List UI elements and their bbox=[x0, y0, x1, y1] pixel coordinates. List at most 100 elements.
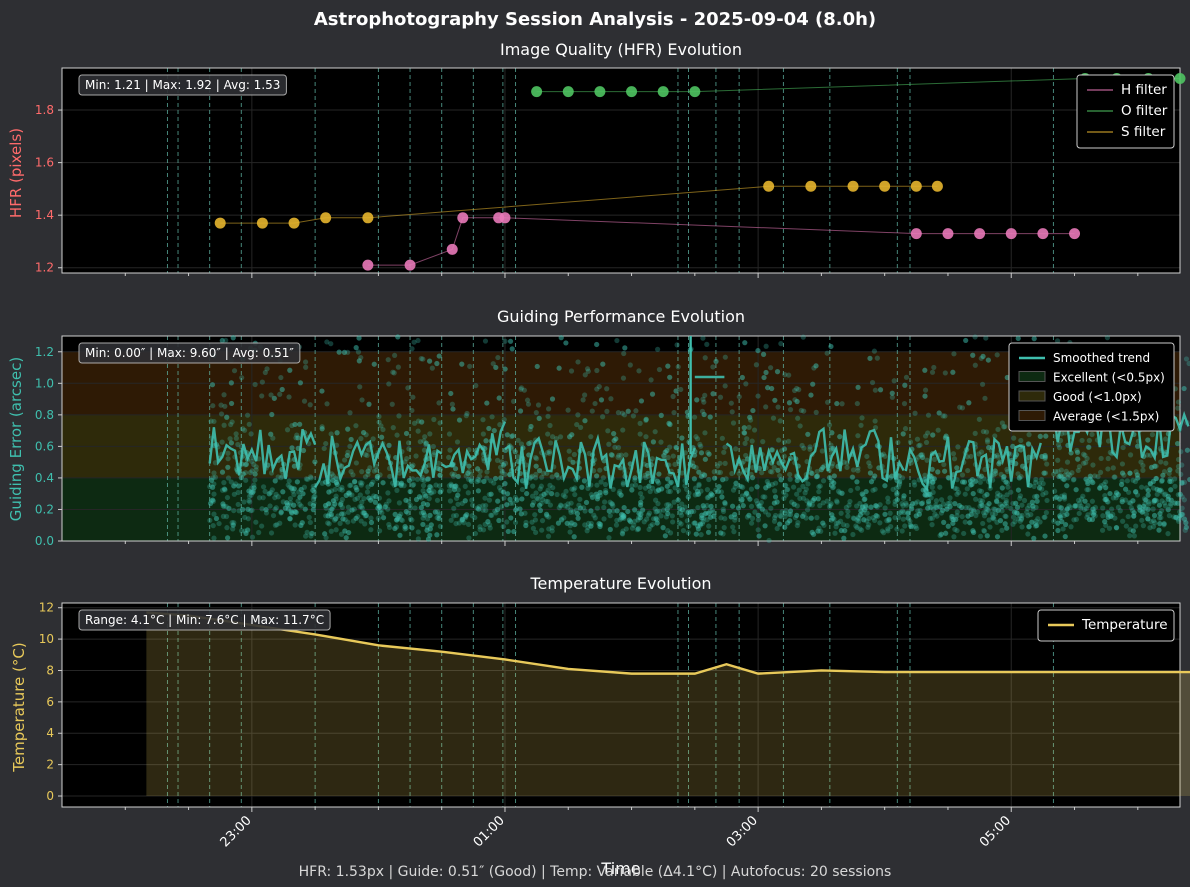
guiding-point bbox=[618, 511, 625, 518]
guiding-point bbox=[975, 509, 981, 515]
guiding-point bbox=[346, 490, 352, 496]
guiding-point bbox=[450, 406, 456, 412]
guiding-point bbox=[505, 528, 511, 535]
guiding-point bbox=[1178, 471, 1184, 477]
guiding-point bbox=[236, 508, 242, 514]
guiding-point bbox=[1115, 504, 1121, 510]
guiding-point bbox=[897, 481, 903, 487]
guiding-point bbox=[485, 519, 491, 525]
guiding-point bbox=[647, 523, 654, 529]
guiding-point bbox=[769, 385, 775, 392]
guiding-point bbox=[931, 476, 937, 482]
guiding-point bbox=[760, 351, 767, 357]
guiding-point bbox=[546, 406, 552, 412]
guiding-point bbox=[999, 508, 1005, 514]
guiding-point bbox=[670, 519, 676, 525]
guiding-point bbox=[1055, 520, 1061, 526]
guiding-point bbox=[1134, 472, 1140, 478]
guiding-point bbox=[359, 505, 365, 511]
guiding-point bbox=[507, 471, 513, 478]
guiding-point bbox=[1033, 518, 1039, 524]
guiding-point bbox=[466, 535, 472, 541]
guiding-point bbox=[488, 491, 494, 497]
guiding-point bbox=[621, 504, 627, 511]
guiding-point bbox=[855, 516, 862, 522]
guiding-point bbox=[977, 533, 984, 539]
guiding-point bbox=[916, 511, 922, 517]
guiding-point bbox=[512, 449, 518, 455]
guiding-point bbox=[427, 483, 433, 490]
guiding-point bbox=[558, 517, 565, 523]
guiding-point bbox=[970, 491, 976, 497]
guiding-point bbox=[766, 483, 772, 489]
guiding-point bbox=[882, 483, 888, 489]
guiding-point bbox=[334, 479, 340, 486]
guiding-point bbox=[1159, 477, 1165, 484]
guiding-point bbox=[1014, 504, 1021, 510]
guiding-point bbox=[275, 474, 281, 480]
guiding-point bbox=[498, 487, 504, 493]
guiding-point bbox=[245, 516, 251, 522]
guiding-point bbox=[453, 483, 459, 489]
guiding-point bbox=[978, 449, 985, 455]
guiding-point bbox=[427, 532, 433, 538]
guiding-point bbox=[1153, 475, 1159, 482]
guiding-point bbox=[693, 531, 699, 537]
guiding-point bbox=[704, 502, 710, 509]
guiding-point bbox=[1119, 499, 1125, 505]
guiding-point bbox=[248, 431, 254, 437]
guiding-point bbox=[716, 483, 722, 490]
guiding-point bbox=[267, 503, 273, 509]
axes-frame bbox=[61, 602, 1181, 808]
guiding-point bbox=[510, 398, 517, 404]
guiding-point bbox=[665, 363, 671, 369]
guiding-point bbox=[300, 491, 306, 497]
plot-area bbox=[62, 603, 1180, 807]
guiding-point bbox=[1179, 462, 1185, 468]
guiding-point bbox=[353, 423, 359, 429]
guiding-point bbox=[229, 519, 235, 526]
guiding-point bbox=[434, 515, 440, 521]
guiding-point bbox=[348, 469, 354, 475]
guiding-point bbox=[985, 357, 991, 363]
guiding-point bbox=[873, 503, 879, 509]
guiding-point bbox=[260, 495, 266, 501]
guiding-point bbox=[621, 504, 627, 511]
guiding-point bbox=[494, 506, 501, 513]
guiding-point bbox=[941, 519, 947, 525]
guiding-point bbox=[976, 451, 982, 457]
guiding-point bbox=[717, 460, 723, 466]
guiding-point bbox=[1044, 497, 1050, 504]
guiding-point bbox=[877, 520, 883, 526]
guiding-point bbox=[284, 500, 290, 506]
guiding-point bbox=[403, 497, 409, 503]
guiding-point bbox=[782, 510, 788, 516]
guiding-point bbox=[1089, 516, 1096, 523]
guiding-point bbox=[819, 448, 825, 454]
guiding-point bbox=[859, 491, 865, 497]
guiding-point bbox=[294, 432, 300, 438]
guiding-point bbox=[868, 504, 874, 510]
guiding-point bbox=[1025, 441, 1032, 447]
guiding-point bbox=[665, 363, 671, 369]
guiding-point bbox=[902, 426, 909, 432]
guiding-point bbox=[1089, 509, 1095, 516]
guiding-point bbox=[1086, 516, 1093, 523]
guiding-point bbox=[752, 509, 758, 515]
guiding-point bbox=[529, 502, 536, 508]
guiding-point bbox=[528, 423, 534, 430]
guiding-point bbox=[326, 489, 332, 495]
guiding-point bbox=[1042, 514, 1048, 520]
guiding-point bbox=[1018, 516, 1025, 522]
guiding-point bbox=[900, 431, 906, 437]
guiding-point bbox=[810, 381, 816, 387]
guiding-point bbox=[691, 508, 697, 515]
guiding-point bbox=[493, 364, 499, 371]
guiding-point bbox=[426, 487, 432, 494]
guiding-point bbox=[338, 463, 345, 469]
guiding-point bbox=[600, 475, 607, 481]
guiding-point bbox=[747, 417, 754, 423]
guiding-point bbox=[600, 361, 606, 367]
guiding-point bbox=[837, 518, 844, 524]
guiding-point bbox=[299, 520, 305, 526]
